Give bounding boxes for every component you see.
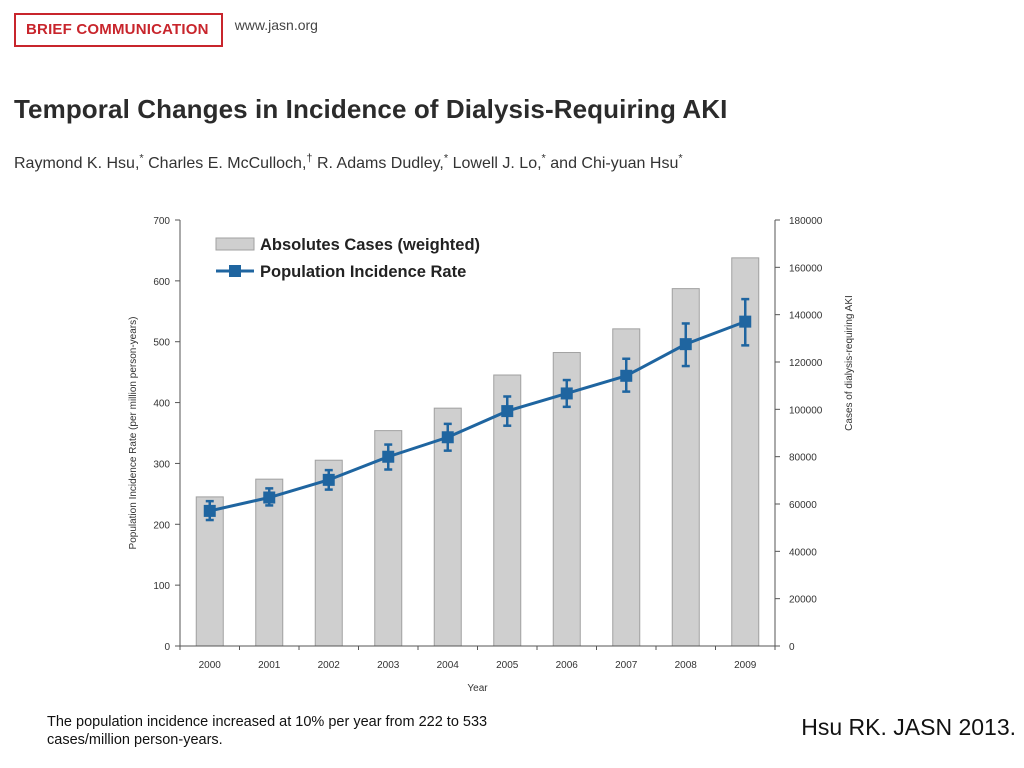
right-y-tick-label: 160000 — [789, 263, 823, 274]
right-y-tick-label: 140000 — [789, 311, 823, 322]
author-list: Raymond K. Hsu,* Charles E. McCulloch,† … — [14, 153, 683, 173]
x-tick-label: 2009 — [734, 660, 757, 671]
left-y-tick-label: 200 — [153, 520, 170, 531]
legend-line-label: Population Incidence Rate — [260, 263, 466, 281]
right-y-tick-label: 120000 — [789, 358, 823, 369]
right-y-tick-label: 40000 — [789, 547, 817, 558]
x-tick-label: 2004 — [437, 660, 460, 671]
brief-communication-badge: BRIEF COMMUNICATION — [14, 13, 223, 47]
journal-header: BRIEF COMMUNICATION www.jasn.org — [14, 13, 318, 47]
bar-cases-2000 — [195, 496, 224, 647]
incidence-point-2009 — [739, 315, 752, 328]
incidence-point-2004 — [441, 431, 454, 444]
legend-bar-label: Absolutes Cases (weighted) — [260, 236, 480, 254]
paper-title: Temporal Changes in Incidence of Dialysi… — [14, 94, 728, 124]
journal-website: www.jasn.org — [234, 17, 318, 33]
incidence-point-2003 — [382, 450, 395, 463]
bar-cases-2002 — [314, 459, 343, 647]
right-y-axis-title: Cases of dialysis-requiring AKI — [844, 295, 855, 431]
left-y-tick-label: 400 — [153, 399, 170, 410]
legend-bar-swatch — [215, 237, 255, 251]
right-y-tick-label: 60000 — [789, 500, 817, 511]
chart-svg: 0 100 200 300 400 500 600 700 0 20000 40000 60000 80… — [128, 216, 855, 694]
left-y-tick-label: 600 — [153, 277, 170, 288]
author-5: and Chi-yuan Hsu* — [550, 153, 683, 173]
x-tick-label: 2008 — [675, 660, 698, 671]
right-y-tick-label: 0 — [789, 642, 795, 653]
author-2: Charles E. McCulloch,† — [148, 153, 313, 173]
left-y-axis-title: Population Incidence Rate (per million p… — [128, 317, 139, 550]
left-y-tick-label: 700 — [153, 216, 170, 227]
left-y-tick-label: 300 — [153, 459, 170, 470]
bar-cases-2001 — [255, 478, 284, 647]
left-y-tick-label: 500 — [153, 338, 170, 349]
x-tick-label: 2001 — [258, 660, 281, 671]
incidence-chart: 0 100 200 300 400 500 600 700 0 20000 40000 60000 80… — [120, 205, 880, 705]
incidence-point-2008 — [679, 338, 692, 351]
citation: Hsu RK. JASN 2013. — [801, 714, 1016, 740]
right-y-tick-label: 180000 — [789, 216, 823, 227]
author-3: R. Adams Dudley,* — [316, 153, 449, 173]
incidence-point-2002 — [322, 473, 335, 486]
legend-line-marker — [229, 265, 241, 277]
incidence-rate-line — [209, 320, 746, 513]
incidence-point-2000 — [203, 504, 216, 517]
bar-cases-2003 — [374, 430, 403, 647]
left-y-tick-label: 100 — [153, 581, 170, 592]
author-1: Raymond K. Hsu,* — [14, 153, 144, 173]
author-4: Lowell J. Lo,* — [452, 153, 546, 173]
right-y-tick-label: 80000 — [789, 453, 817, 464]
x-tick-label: 2006 — [556, 660, 579, 671]
incidence-point-2005 — [501, 405, 514, 418]
incidence-point-2006 — [560, 387, 573, 400]
right-y-tick-label: 100000 — [789, 405, 823, 416]
x-tick-label: 2002 — [318, 660, 341, 671]
x-tick-label: 2007 — [615, 660, 638, 671]
x-tick-label: 2005 — [496, 660, 519, 671]
x-tick-label: 2000 — [199, 660, 222, 671]
right-y-tick-label: 20000 — [789, 595, 817, 606]
figure-caption: The population incidence increased at 10… — [47, 714, 488, 748]
incidence-point-2007 — [620, 369, 633, 382]
left-y-tick-label: 0 — [164, 642, 170, 653]
x-tick-label: 2003 — [377, 660, 400, 671]
incidence-point-2001 — [263, 491, 276, 504]
x-axis-title: Year — [467, 683, 488, 694]
